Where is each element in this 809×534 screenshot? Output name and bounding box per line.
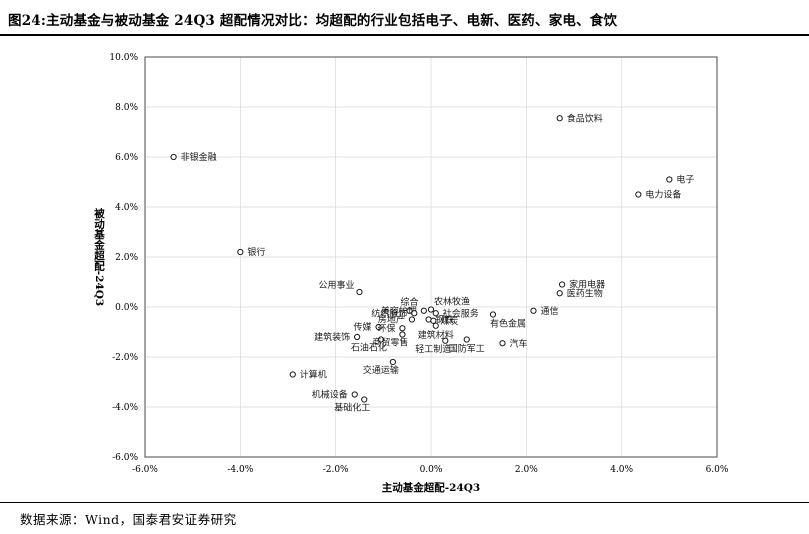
- data-point-label: 医药生物: [567, 287, 603, 299]
- x-axis-tick-label: -2.0%: [323, 465, 349, 475]
- data-point-label: 汽车: [510, 337, 528, 349]
- data-point-marker: [635, 191, 642, 198]
- data-point-label: 美容护理: [381, 305, 417, 317]
- data-point-label: 农林牧渔: [434, 296, 470, 308]
- y-axis-tick-label: 6.0%: [115, 153, 138, 163]
- data-point-label: 建筑装饰: [314, 331, 350, 343]
- x-axis-title: 主动基金超配-24Q3: [382, 481, 480, 494]
- x-axis-tick-label: 6.0%: [706, 465, 729, 475]
- data-point-label: 基础化工: [334, 402, 370, 414]
- y-axis-tick-label: 10.0%: [109, 53, 138, 63]
- data-point-marker: [389, 358, 396, 366]
- data-point-marker: [399, 331, 406, 338]
- data-point-marker: [463, 336, 470, 343]
- data-point-label: 非银金融: [181, 151, 217, 163]
- data-point-label: 计算机: [300, 369, 327, 381]
- data-point-label: 钢铁: [436, 314, 454, 326]
- x-axis-tick-label: 2.0%: [515, 465, 538, 475]
- data-point-label: 机械设备: [312, 389, 348, 401]
- data-point-marker: [432, 310, 439, 317]
- data-point-label: 银行: [247, 246, 265, 258]
- data-point-marker: [411, 310, 418, 317]
- x-axis-tick-label: 4.0%: [610, 465, 633, 475]
- data-point-marker: [499, 340, 506, 347]
- y-axis-tick-label: 4.0%: [115, 203, 138, 213]
- y-axis-tick-label: 0.0%: [115, 303, 138, 313]
- data-point-label: 环保: [377, 322, 395, 334]
- data-point-marker: [237, 248, 244, 256]
- figure-footer: 数据来源：Wind，国泰君安证券研究: [0, 502, 809, 530]
- data-point-marker: [375, 323, 382, 331]
- data-point-label: 社会服务: [443, 307, 479, 319]
- x-axis-tick-label: -6.0%: [132, 465, 158, 475]
- data-point-marker: [408, 316, 416, 323]
- data-point-marker: [289, 371, 296, 378]
- data-point-label: 传媒: [354, 321, 372, 333]
- y-axis-tick-label: 8.0%: [115, 103, 138, 113]
- data-point-label: 煤炭: [440, 315, 458, 327]
- data-point-label: 电力设备: [645, 189, 681, 201]
- data-point-label: 建筑材料: [418, 329, 454, 341]
- data-point-marker: [442, 337, 449, 344]
- data-point-marker: [530, 307, 537, 314]
- data-point-label: 商贸零售: [372, 337, 408, 349]
- y-axis-tick-label: -6.0%: [112, 453, 138, 463]
- data-point-marker: [406, 307, 413, 314]
- y-axis-tick-label: -2.0%: [112, 353, 138, 363]
- data-point-label: 房地产: [378, 314, 405, 326]
- data-point-label: 交通运输: [363, 364, 399, 376]
- data-point-marker: [556, 290, 563, 297]
- y-axis-title: 被动基金超配-24Q3: [93, 207, 105, 306]
- y-axis-tick-label: -4.0%: [112, 403, 138, 413]
- data-point-marker: [354, 333, 361, 341]
- data-point-label: 石油石化: [351, 342, 387, 354]
- data-point-label: 国防军工: [449, 343, 485, 355]
- data-point-marker: [558, 281, 566, 288]
- data-point-marker: [427, 306, 435, 313]
- data-point-label: 综合: [401, 296, 419, 308]
- data-point-label: 公用事业: [318, 279, 354, 291]
- figure-header: 图24:主动基金与被动基金 24Q3 超配情况对比：均超配的行业包括电子、电新、…: [0, 0, 809, 36]
- data-point-marker: [356, 288, 363, 296]
- x-axis-tick-label: -4.0%: [227, 465, 253, 475]
- data-point-marker: [170, 153, 177, 161]
- data-point-marker: [556, 115, 563, 122]
- data-point-marker: [489, 311, 497, 318]
- data-point-marker: [432, 322, 439, 329]
- data-point-label: 家用电器: [569, 279, 605, 291]
- y-axis-tick-label: 2.0%: [115, 253, 138, 263]
- data-point-label: 食品饮料: [567, 112, 603, 124]
- data-point-label: 纺织服饰: [371, 307, 407, 319]
- data-point-label: 电子: [676, 174, 694, 186]
- data-point-marker: [430, 317, 437, 324]
- figure-title: 图24:主动基金与被动基金 24Q3 超配情况对比：均超配的行业包括电子、电新、…: [8, 13, 618, 29]
- data-point-marker: [666, 176, 673, 183]
- data-point-label: 通信: [540, 305, 558, 317]
- data-point-marker: [361, 396, 368, 403]
- data-source-text: 数据来源：Wind，国泰君安证券研究: [20, 512, 237, 527]
- data-point-marker: [377, 336, 385, 343]
- data-point-label: 有色金属: [490, 318, 526, 330]
- data-point-marker: [420, 307, 427, 314]
- data-point-label: 轻工制造: [415, 343, 451, 355]
- data-point-marker: [399, 325, 406, 332]
- plot-border: [144, 56, 718, 458]
- x-axis-tick-label: 0.0%: [420, 465, 443, 475]
- data-point-marker: [351, 391, 358, 398]
